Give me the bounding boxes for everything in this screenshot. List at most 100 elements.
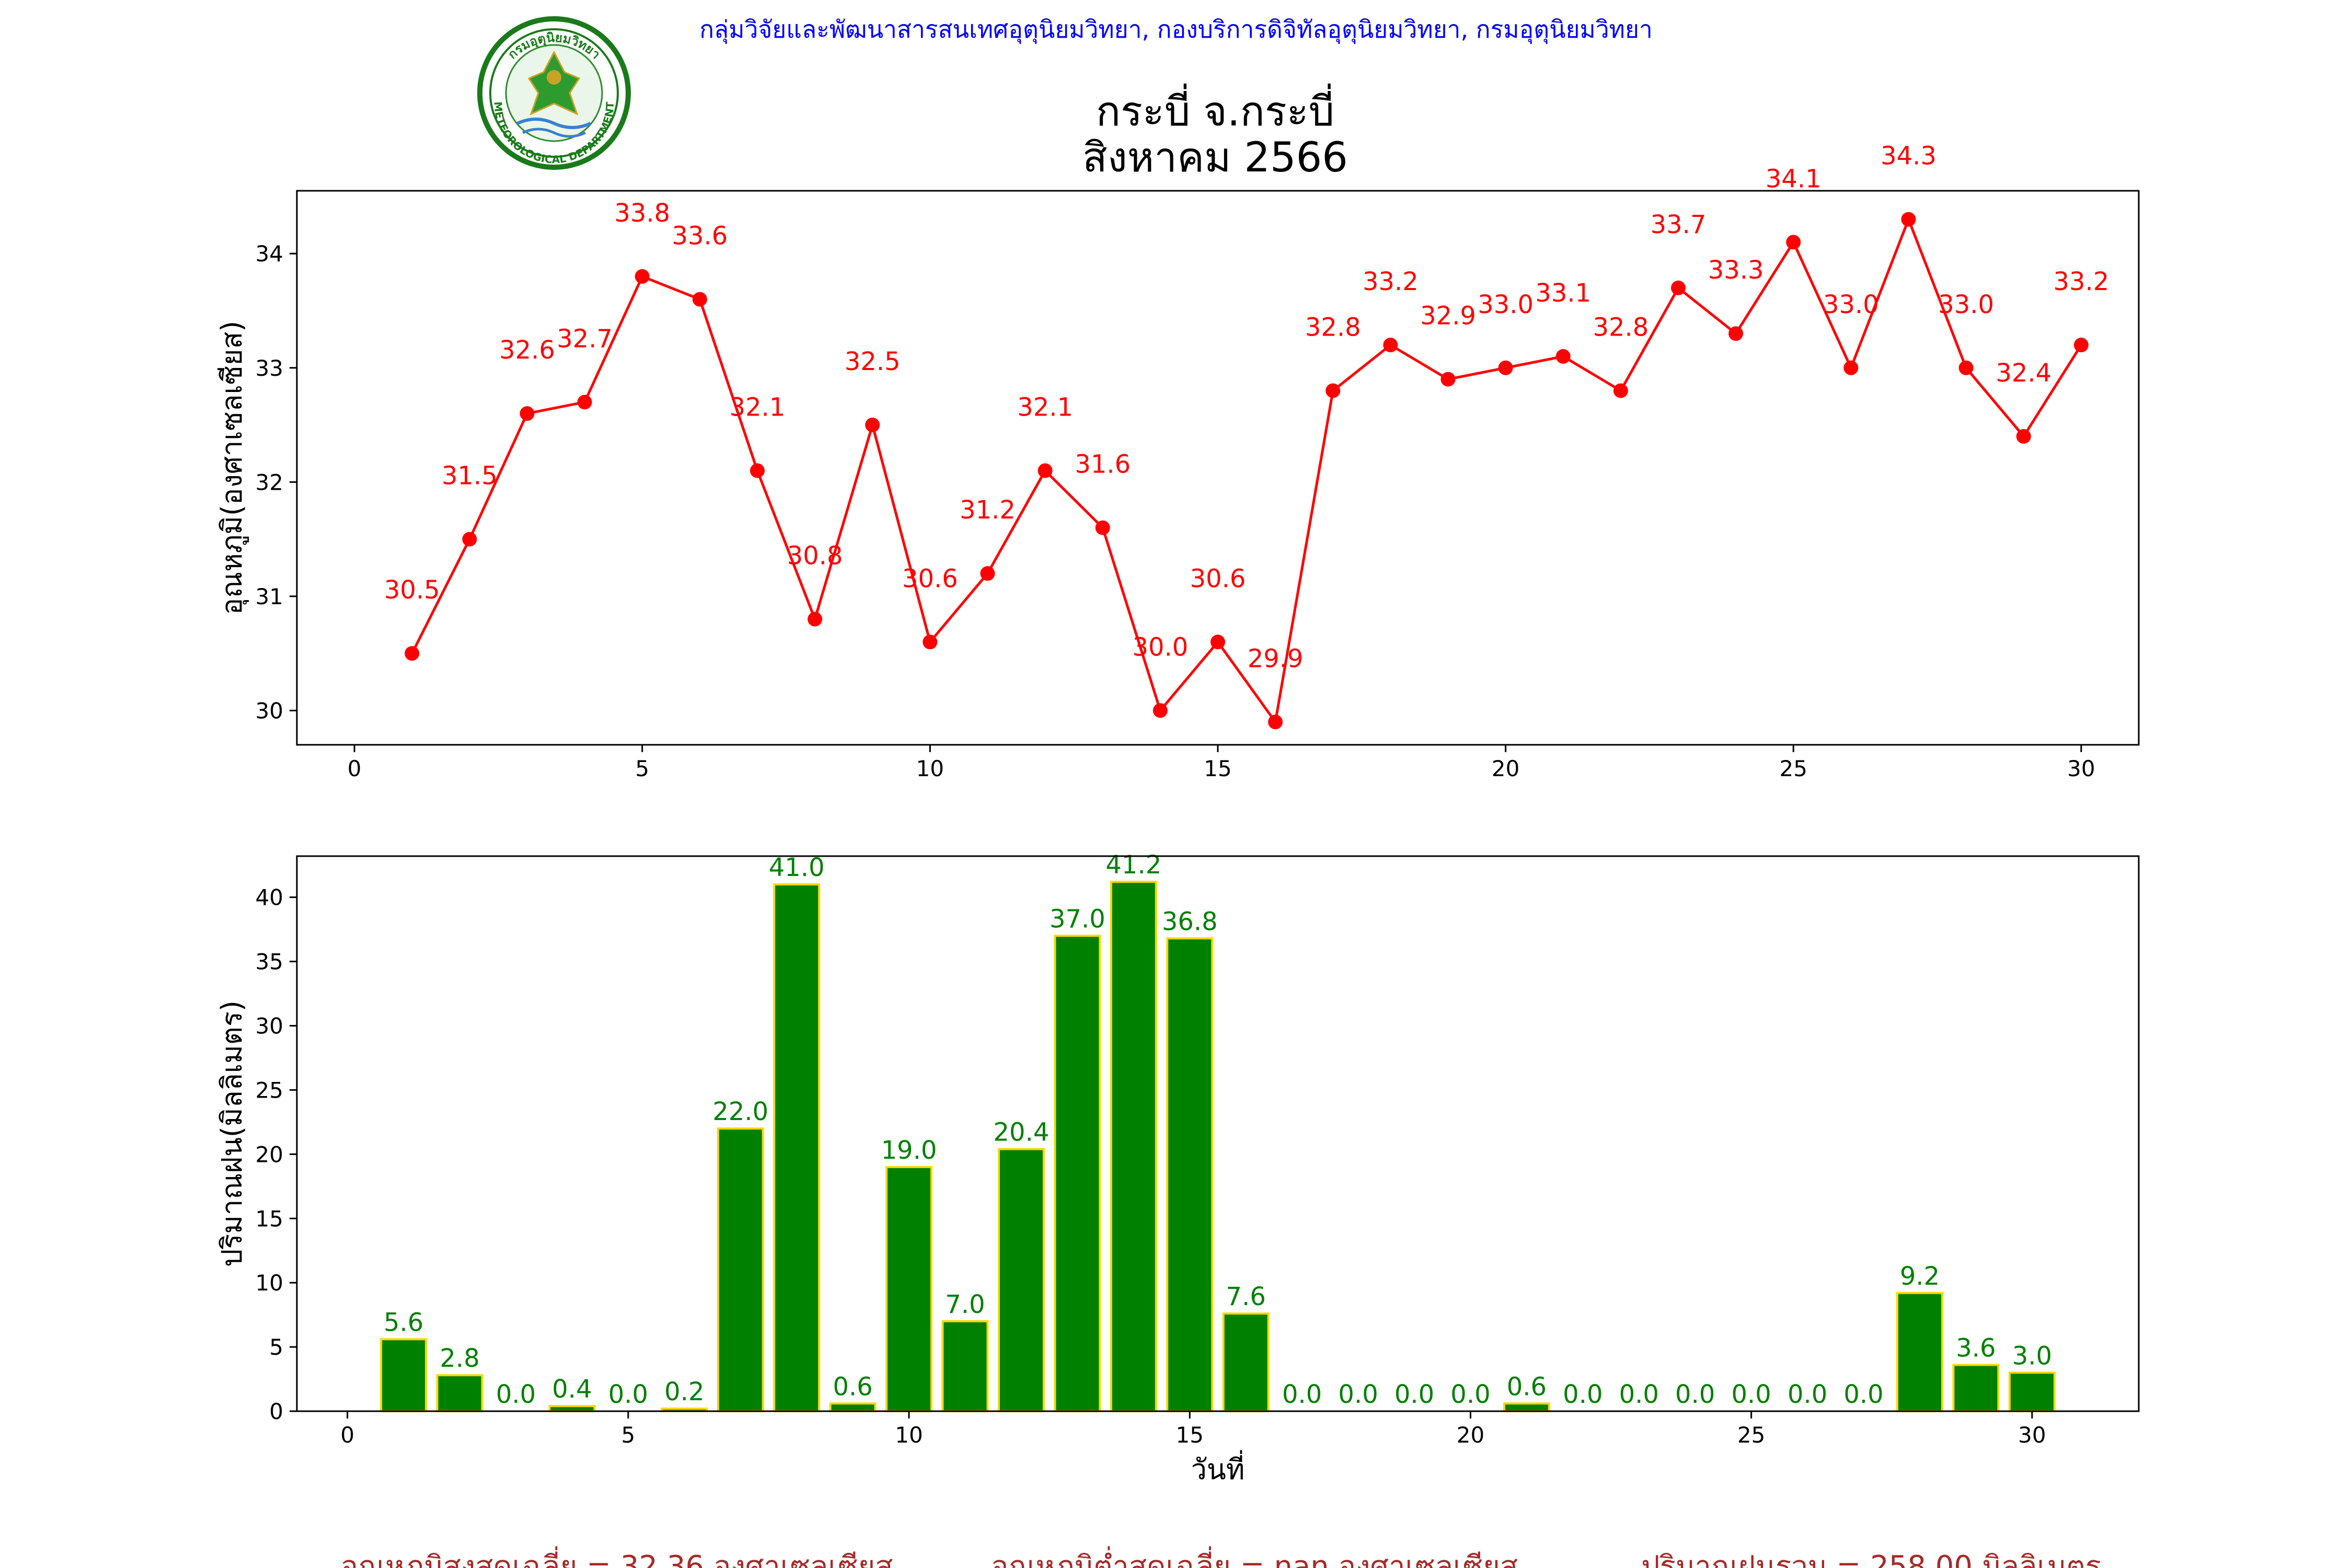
rainfall-chart: 5.6 2.8 0.0 0.4 0.0 0.2 22.0 41.0 0.6 19.0 7.0 20.4… (215, 850, 2140, 1486)
rainfall-x-tick-label: 10 (895, 1422, 923, 1448)
rainfall-y-tick-label: 30 (256, 1013, 283, 1039)
rainfall-data-label: 0.0 (1338, 1380, 1378, 1409)
temperature-data-label: 31.5 (442, 462, 498, 491)
temperature-data-label: 32.5 (845, 347, 901, 376)
rainfall-data-label: 7.6 (1226, 1282, 1266, 1311)
rainfall-bar (1896, 1292, 1943, 1412)
temperature-data-label: 32.8 (1305, 313, 1361, 342)
rainfall-bar (773, 883, 821, 1413)
temperature-data-label: 31.2 (960, 495, 1016, 525)
temperature-data-label: 33.0 (1823, 290, 1879, 319)
footer-summary: อุณหภูมิสูงสุดเฉลี่ย = 32.36 องศาเซลเซีย… (340, 1546, 2101, 1568)
temperature-data-labels: 30.5 31.5 32.6 32.7 33.833.6 32.1 30.8 32.5 30.6… (384, 142, 2109, 674)
chart-title-line2: สิงหาคม 2566 (1082, 134, 1348, 181)
temperature-point (635, 269, 650, 284)
temperature-y-tick-label: 34 (256, 241, 283, 267)
rainfall-y-tick-label: 35 (256, 949, 283, 975)
total-rain: ปริมาณฝนรวม = 258.00 มิลลิเมตร (1641, 1550, 2101, 1568)
temperature-data-label: 33.8 (614, 199, 670, 228)
temperature-x-tick-label: 0 (348, 756, 362, 781)
rainfall-data-label: 9.2 (1900, 1262, 1940, 1291)
temperature-data-label: 33.0 (1478, 290, 1534, 319)
temperature-data-label: 33.2 (2053, 267, 2109, 296)
temperature-data-label: 30.0 (1132, 632, 1188, 662)
rainfall-data-label: 3.6 (1956, 1334, 1996, 1363)
rainfall-data-label: 0.0 (1731, 1380, 1771, 1409)
temperature-point (2016, 429, 2031, 444)
rainfall-data-label: 19.0 (881, 1136, 937, 1165)
rainfall-data-label: 0.6 (1507, 1372, 1547, 1401)
temperature-data-label: 33.1 (1535, 279, 1591, 308)
temperature-data-label: 33.7 (1651, 210, 1707, 239)
temperature-point (2073, 338, 2089, 353)
rainfall-data-label: 41.0 (769, 853, 825, 882)
rainfall-bar (1222, 1312, 1270, 1413)
temperature-data-label: 30.8 (787, 541, 843, 571)
rainfall-data-label: 0.0 (1675, 1380, 1715, 1409)
rainfall-data-label: 3.0 (2012, 1341, 2052, 1370)
temperature-y-tick-label: 31 (256, 584, 283, 609)
rainfall-bar (997, 1148, 1045, 1412)
rainfall-y-tick-label: 0 (269, 1399, 283, 1424)
rainfall-data-label: 0.0 (1788, 1380, 1827, 1409)
rainfall-y-tick-label: 5 (269, 1334, 283, 1360)
avg-min-temp: อุณหภูมิต่ำสุดเฉลี่ย = nan องศาเซลเซียส (991, 1546, 1518, 1568)
temperature-point (577, 395, 592, 410)
temperature-point (1843, 360, 1859, 375)
temperature-point (1037, 463, 1053, 478)
rainfall-data-label: 7.0 (945, 1290, 985, 1319)
temperature-point (1613, 383, 1628, 398)
meteorological-department-logo: กรมอุตุนิยมวิทยา METEOROLOGICAL DEPARTME… (477, 16, 631, 170)
temperature-point (1728, 326, 1744, 341)
temperature-x-tick-label: 30 (2067, 756, 2095, 781)
temperature-data-label: 32.1 (730, 393, 786, 422)
rainfall-data-label: 0.0 (1282, 1380, 1322, 1409)
rainfall-x-axis: 0 5 10 15 20 25 30 (340, 1411, 2046, 1448)
rainfall-y-tick-label: 20 (256, 1142, 283, 1167)
temperature-point (692, 292, 707, 307)
temperature-data-label: 34.1 (1766, 164, 1821, 193)
temperature-y-tick-label: 30 (256, 698, 283, 723)
rainfall-data-labels: 5.6 2.8 0.0 0.4 0.0 0.2 22.0 41.0 0.6 19.0 7.0 20.4… (384, 850, 2052, 1409)
rainfall-y-tick-label: 15 (256, 1206, 283, 1231)
rainfall-bar (941, 1320, 989, 1413)
temperature-point (1152, 703, 1168, 718)
temperature-point (405, 646, 420, 661)
temperature-point (865, 418, 880, 433)
temperature-data-label: 30.6 (1190, 564, 1246, 593)
temperature-point (980, 566, 995, 581)
rainfall-data-label: 0.6 (833, 1372, 872, 1401)
rainfall-y-axis-label: ปริมาณฝน(มิลลิเมตร) (215, 1000, 248, 1267)
rainfall-data-label: 37.0 (1050, 904, 1105, 933)
temperature-data-label: 33.3 (1708, 256, 1764, 285)
temperature-x-tick-label: 20 (1492, 756, 1519, 781)
rainfall-data-label: 0.0 (608, 1380, 648, 1409)
temperature-point (1498, 360, 1513, 375)
temperature-data-label: 31.6 (1075, 450, 1131, 479)
temperature-data-label: 33.2 (1363, 267, 1419, 296)
temperature-point (923, 635, 938, 650)
temperature-point (1440, 372, 1456, 387)
temperature-plot-frame (296, 190, 2140, 746)
rainfall-bar (1503, 1402, 1550, 1412)
temperature-point (808, 612, 823, 627)
temperature-point (1268, 714, 1283, 730)
temperature-data-label: 32.9 (1420, 302, 1476, 331)
temperature-data-label: 33.6 (672, 222, 728, 251)
temperature-data-label: 29.9 (1248, 644, 1304, 673)
rainfall-data-label: 2.8 (440, 1344, 479, 1373)
rainfall-bar (717, 1127, 764, 1413)
rainfall-bar (885, 1166, 933, 1413)
rainfall-bar (436, 1374, 483, 1413)
rainfall-data-label: 36.8 (1162, 907, 1218, 936)
temperature-point (750, 463, 765, 478)
rainfall-y-tick-label: 25 (256, 1077, 283, 1103)
rainfall-data-label: 22.0 (712, 1097, 768, 1126)
chart-title-line1: กระบี่ จ.กระบี่ (1096, 84, 1334, 135)
temperature-point (1325, 383, 1341, 398)
temperature-x-tick-label: 15 (1204, 756, 1231, 781)
rainfall-x-tick-label: 25 (1737, 1422, 1765, 1448)
temperature-x-tick-label: 25 (1780, 756, 1807, 781)
temperature-data-label: 32.1 (1017, 393, 1073, 422)
temperature-point (1555, 349, 1571, 364)
